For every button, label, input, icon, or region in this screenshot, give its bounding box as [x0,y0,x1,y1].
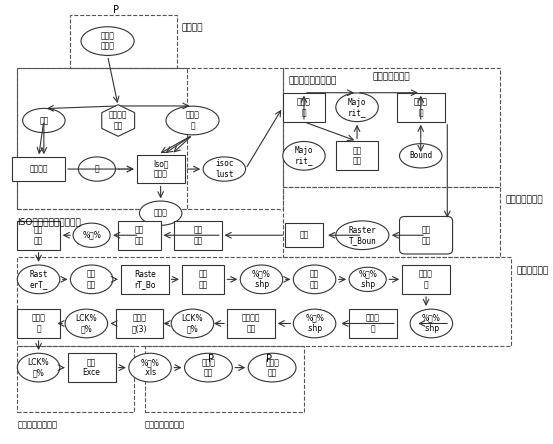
Ellipse shape [17,353,60,382]
Text: 名称: 名称 [39,116,49,125]
Text: 计算字
段(3): 计算字 段(3) [132,314,147,333]
FancyBboxPatch shape [182,265,225,293]
Text: 栅格矢量化模块: 栅格矢量化模块 [505,195,543,205]
Text: 值: 值 [95,165,99,174]
Text: 添加
字段: 添加 字段 [87,270,96,289]
Ellipse shape [185,353,232,382]
Text: Iso聚
类非监: Iso聚 类非监 [153,159,168,179]
Text: 计算字
段: 计算字 段 [419,270,433,289]
Text: %值%: %值% [82,231,101,240]
Text: 迭代栅格
数据: 迭代栅格 数据 [109,111,127,130]
Text: 图层转数据表模块: 图层转数据表模块 [145,420,185,429]
Ellipse shape [166,106,219,135]
Text: Majo
rit_: Majo rit_ [348,98,366,117]
Text: 栅格
转圆: 栅格 转圆 [421,226,431,245]
Text: Rast
erT_: Rast erT_ [29,270,48,289]
FancyBboxPatch shape [349,309,397,338]
FancyBboxPatch shape [118,221,160,250]
Text: Raster
T_Boun: Raster T_Boun [348,226,376,245]
Text: 解析路径: 解析路径 [29,165,48,174]
FancyBboxPatch shape [227,309,275,338]
FancyBboxPatch shape [285,223,322,247]
FancyBboxPatch shape [283,93,325,122]
Text: 输出
叶片: 输出 叶片 [193,226,202,245]
Text: %值%
.shp: %值% .shp [252,270,271,289]
Text: %值%
.shp: %值% .shp [422,314,441,333]
Ellipse shape [410,309,452,338]
Text: %值%
.shp: %值% .shp [305,314,324,333]
Ellipse shape [336,221,389,250]
FancyBboxPatch shape [402,265,450,293]
FancyBboxPatch shape [174,221,222,250]
Text: 众数
滤波: 众数 滤波 [352,146,362,166]
Text: 计算字
段: 计算字 段 [366,314,380,333]
FancyBboxPatch shape [121,265,169,293]
Text: 文件夹图片处理模块: 文件夹图片处理模块 [288,76,336,85]
Ellipse shape [65,309,107,338]
Text: 栅格数
据: 栅格数 据 [186,111,200,130]
Ellipse shape [240,265,283,293]
Text: 扫描模块: 扫描模块 [182,24,204,32]
FancyBboxPatch shape [17,309,60,338]
Text: 计算字
段: 计算字 段 [32,314,45,333]
Text: 最大外接矩形模块: 最大外接矩形模块 [17,420,58,429]
Ellipse shape [129,353,171,382]
Text: 输出特: 输出特 [154,209,168,218]
Text: Raste
rT_Bo: Raste rT_Bo [134,270,155,289]
Ellipse shape [79,157,116,181]
FancyBboxPatch shape [399,217,452,254]
Text: 筛选: 筛选 [299,231,309,240]
FancyBboxPatch shape [137,155,185,183]
Ellipse shape [73,223,110,247]
Text: ISO聚类非监督分类模块: ISO聚类非监督分类模块 [17,218,81,226]
Ellipse shape [293,309,336,338]
Text: 扫描分
辨率: 扫描分 辨率 [265,358,279,377]
Ellipse shape [336,93,378,122]
Text: isoc
lust: isoc lust [215,159,233,179]
Text: LCK%
值%: LCK% 值% [28,358,49,377]
Ellipse shape [283,142,325,170]
Text: %值%
.xls: %值% .xls [140,358,159,377]
Text: P: P [208,354,214,364]
Ellipse shape [248,353,296,382]
Text: LCK%
值%: LCK% 值% [182,314,204,333]
Text: P: P [112,5,118,15]
Ellipse shape [17,265,60,293]
Ellipse shape [399,144,442,168]
Text: 添加
字段: 添加 字段 [310,270,319,289]
Text: 添加
字段: 添加 字段 [34,226,43,245]
Ellipse shape [293,265,336,293]
Ellipse shape [81,27,134,56]
FancyBboxPatch shape [17,221,60,250]
Text: Majo
rit_: Majo rit_ [295,146,313,166]
Text: 表转
Exce: 表转 Exce [83,358,101,377]
Ellipse shape [139,201,182,225]
Ellipse shape [171,309,213,338]
Text: Bound: Bound [409,151,432,160]
FancyBboxPatch shape [68,353,116,382]
Text: P: P [267,354,273,364]
Text: %值%
.shp: %值% .shp [358,270,377,289]
FancyBboxPatch shape [116,309,163,338]
FancyBboxPatch shape [336,142,378,170]
Text: 边缘预处理模块: 边缘预处理模块 [373,72,410,81]
Ellipse shape [70,265,113,293]
Text: 输入扫
描叶片: 输入扫 描叶片 [101,32,114,51]
FancyBboxPatch shape [12,157,65,181]
Ellipse shape [23,108,65,133]
Text: 最小边界
几何: 最小边界 几何 [242,314,260,333]
Text: 输出文
件夹: 输出文 件夹 [201,358,215,377]
Ellipse shape [203,157,246,181]
Text: 删除
字段: 删除 字段 [135,226,144,245]
Text: 字段运算模块: 字段运算模块 [517,266,549,275]
Text: 边界清
理: 边界清 理 [414,98,427,117]
Text: LCK%
值%: LCK% 值% [76,314,97,333]
Text: 添加
字段: 添加 字段 [199,270,208,289]
Text: 众数滤
波: 众数滤 波 [297,98,311,117]
FancyBboxPatch shape [397,93,445,122]
Ellipse shape [349,267,386,292]
